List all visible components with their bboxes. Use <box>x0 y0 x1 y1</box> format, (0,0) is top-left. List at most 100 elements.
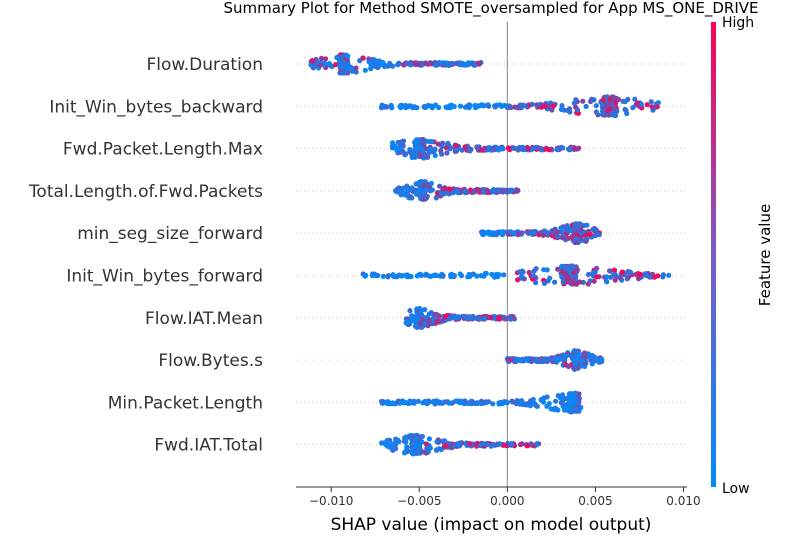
shap-dot <box>574 225 580 231</box>
shap-dot <box>434 319 440 325</box>
shap-dot <box>558 400 564 406</box>
shap-dot <box>340 58 346 64</box>
shap-dot <box>443 442 449 448</box>
shap-dot <box>469 399 476 405</box>
shap-dot <box>368 66 374 72</box>
shap-dot <box>409 441 415 447</box>
shap-dot <box>487 314 494 320</box>
shap-dot <box>446 186 452 192</box>
shap-dot <box>536 232 542 238</box>
x-tick-label: −0.010 <box>309 494 353 508</box>
feature-label: min_seg_size_forward <box>77 224 263 244</box>
shap-dot <box>439 151 445 157</box>
shap-dot <box>555 393 561 399</box>
shap-dot <box>515 277 521 283</box>
shap-dot <box>480 400 487 406</box>
shap-dot <box>519 268 525 274</box>
shap-dot <box>549 107 555 113</box>
shap-dot <box>468 315 474 321</box>
shap-dot <box>509 398 515 404</box>
shap-dot <box>486 103 492 109</box>
shap-dot <box>666 272 672 278</box>
shap-dot <box>507 357 513 363</box>
shap-dot <box>611 267 618 273</box>
shap-dot <box>655 100 661 106</box>
shap-dot <box>428 273 434 279</box>
shap-dot <box>454 188 460 194</box>
feature-label: Init_Win_bytes_backward <box>49 97 263 117</box>
shap-dot <box>499 103 505 109</box>
shap-dot <box>554 356 561 362</box>
feature-label: Min.Packet.Length <box>108 393 263 413</box>
shap-dot <box>445 105 451 111</box>
shap-dot <box>514 401 520 407</box>
shap-dot <box>473 442 479 448</box>
shap-dot <box>480 441 486 447</box>
feature-dots-row <box>378 94 661 119</box>
shap-dot <box>309 58 315 64</box>
shap-dot <box>462 144 468 150</box>
shap-dot <box>433 447 439 453</box>
shap-dot <box>447 316 453 322</box>
shap-dot <box>409 103 415 110</box>
shap-dot <box>541 357 547 363</box>
shap-dot <box>401 62 407 68</box>
shap-dot <box>541 280 548 286</box>
shap-dot <box>525 145 531 152</box>
shap-dot <box>453 142 459 149</box>
shap-dot <box>493 230 500 236</box>
shap-dot <box>565 275 572 281</box>
shap-dot <box>421 142 427 148</box>
colorbar-high-label: High <box>722 15 754 31</box>
shap-dot <box>384 104 390 110</box>
shap-dot <box>638 101 645 107</box>
shap-dot <box>507 315 513 321</box>
shap-dot <box>544 230 550 236</box>
x-tick-label: 0.010 <box>666 494 700 508</box>
shap-dot <box>610 111 616 117</box>
shap-dot <box>433 311 440 317</box>
shap-dot <box>466 105 472 111</box>
shap-dot <box>474 400 480 406</box>
shap-dot <box>446 191 452 197</box>
shap-dot <box>422 272 429 278</box>
shap-dot <box>534 441 540 448</box>
shap-dot <box>648 99 654 105</box>
shap-dot <box>607 100 613 106</box>
shap-dot <box>478 273 484 279</box>
shap-dot <box>546 147 552 153</box>
shap-dot <box>405 61 411 67</box>
shap-dot <box>591 278 597 284</box>
shap-dot <box>398 105 404 111</box>
shap-dot <box>340 64 346 70</box>
shap-dot <box>599 356 605 362</box>
shap-dot <box>484 188 490 194</box>
shap-dot <box>604 274 610 280</box>
shap-dot <box>394 274 400 280</box>
shap-dot <box>446 400 452 406</box>
shap-dot <box>408 194 414 200</box>
feature-dots-row <box>403 305 517 330</box>
shap-dot <box>338 54 344 60</box>
shap-dot <box>475 145 481 151</box>
shap-dot <box>402 151 408 157</box>
shap-dot <box>497 441 503 447</box>
shap-dot <box>442 185 448 191</box>
shap-dot <box>401 400 407 406</box>
shap-dot <box>575 406 581 412</box>
shap-dot <box>526 102 533 108</box>
shap-dot <box>326 61 333 67</box>
shap-dot <box>505 145 511 151</box>
shap-dot <box>591 357 597 363</box>
shap-dot <box>405 316 411 322</box>
shap-dot <box>565 235 571 241</box>
shap-dot <box>459 400 465 406</box>
shap-dot <box>585 271 592 278</box>
shap-dot <box>590 226 596 232</box>
shap-dot <box>428 180 434 186</box>
shap-dot <box>573 361 579 367</box>
shap-dot <box>553 398 559 404</box>
shap-dot <box>386 437 393 443</box>
shap-dot <box>481 230 487 236</box>
feature-label: Total.Length.of.Fwd.Packets <box>28 182 263 202</box>
